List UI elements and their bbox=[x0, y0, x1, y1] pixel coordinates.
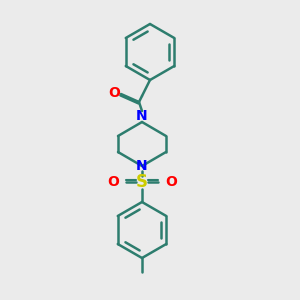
Text: N: N bbox=[136, 159, 148, 173]
Text: O: O bbox=[165, 175, 177, 189]
Text: N: N bbox=[136, 109, 148, 123]
Text: O: O bbox=[107, 175, 119, 189]
Text: S: S bbox=[136, 173, 148, 191]
Text: O: O bbox=[108, 86, 120, 100]
